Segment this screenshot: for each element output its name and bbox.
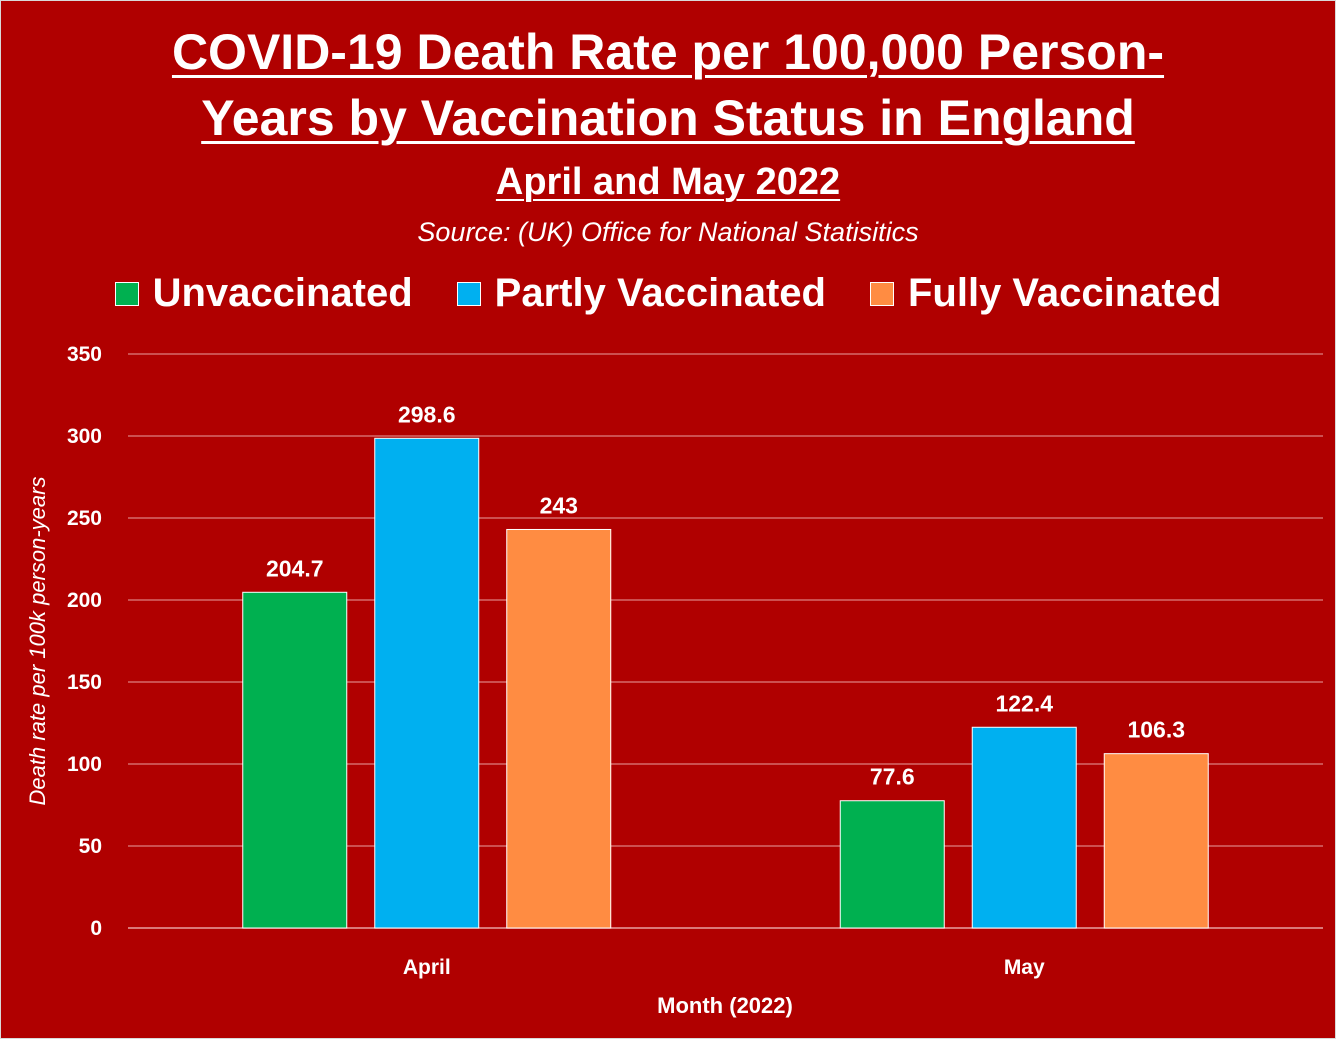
legend: Unvaccinated Partly Vaccinated Fully Vac…: [1, 271, 1335, 316]
legend-swatch-unvaccinated: [114, 281, 139, 306]
y-tick-label-50: 50: [79, 835, 102, 858]
bar-april-partly-vaccinated: [374, 437, 480, 929]
data-label-april-fully-vaccinated: 243: [540, 492, 578, 518]
y-tick-label-350: 350: [67, 343, 102, 366]
chart-title-line-2: Years by Vaccination Status in England: [201, 90, 1135, 146]
legend-item-unvaccinated: Unvaccinated: [114, 271, 413, 316]
bar-april-fully-vaccinated: [506, 528, 612, 929]
chart-subtitle: April and May 2022: [495, 161, 841, 203]
data-label-may-unvaccinated: 77.6: [870, 764, 915, 790]
data-label-april-partly-vaccinated: 298.6: [398, 401, 456, 427]
legend-label-fully-vaccinated: Fully Vaccinated: [907, 271, 1222, 315]
y-axis-ticks: 0 50 100 150 200 250 300 350: [67, 343, 102, 940]
legend-label-unvaccinated: Unvaccinated: [152, 271, 413, 315]
bar-april-unvaccinated: [242, 591, 348, 929]
y-tick-label-300: 300: [67, 425, 102, 448]
y-tick-label-200: 200: [67, 589, 102, 612]
bars: [242, 437, 1209, 929]
bar-may-partly-vaccinated: [971, 726, 1077, 929]
bar-may-unvaccinated: [839, 800, 945, 929]
legend-item-fully-vaccinated: Fully Vaccinated: [869, 271, 1222, 316]
y-tick-label-100: 100: [67, 753, 102, 776]
x-axis-title: Month (2022): [657, 993, 793, 1018]
y-tick-label-0: 0: [90, 917, 102, 940]
y-tick-label-250: 250: [67, 507, 102, 530]
legend-label-partly-vaccinated: Partly Vaccinated: [494, 271, 826, 315]
x-tick-label-may: May: [1004, 956, 1045, 979]
legend-swatch-fully-vaccinated: [869, 281, 894, 306]
y-axis-title: Death rate per 100k person-years: [25, 477, 50, 806]
bar-may-fully-vaccinated: [1103, 753, 1209, 929]
chart-title-line-1: COVID-19 Death Rate per 100,000 Person-: [171, 24, 1165, 80]
y-tick-label-150: 150: [67, 671, 102, 694]
source-note: Source: (UK) Office for National Statisi…: [417, 217, 919, 247]
x-tick-label-april: April: [403, 956, 451, 979]
legend-item-partly-vaccinated: Partly Vaccinated: [456, 271, 826, 316]
data-label-april-unvaccinated: 204.7: [266, 555, 324, 581]
data-label-may-fully-vaccinated: 106.3: [1127, 717, 1185, 743]
data-labels: 204.7 298.6 243 77.6 122.4 106.3: [266, 401, 1185, 789]
x-axis-ticks: April May: [403, 956, 1045, 979]
data-label-may-partly-vaccinated: 122.4: [995, 690, 1053, 716]
legend-swatch-partly-vaccinated: [456, 281, 481, 306]
